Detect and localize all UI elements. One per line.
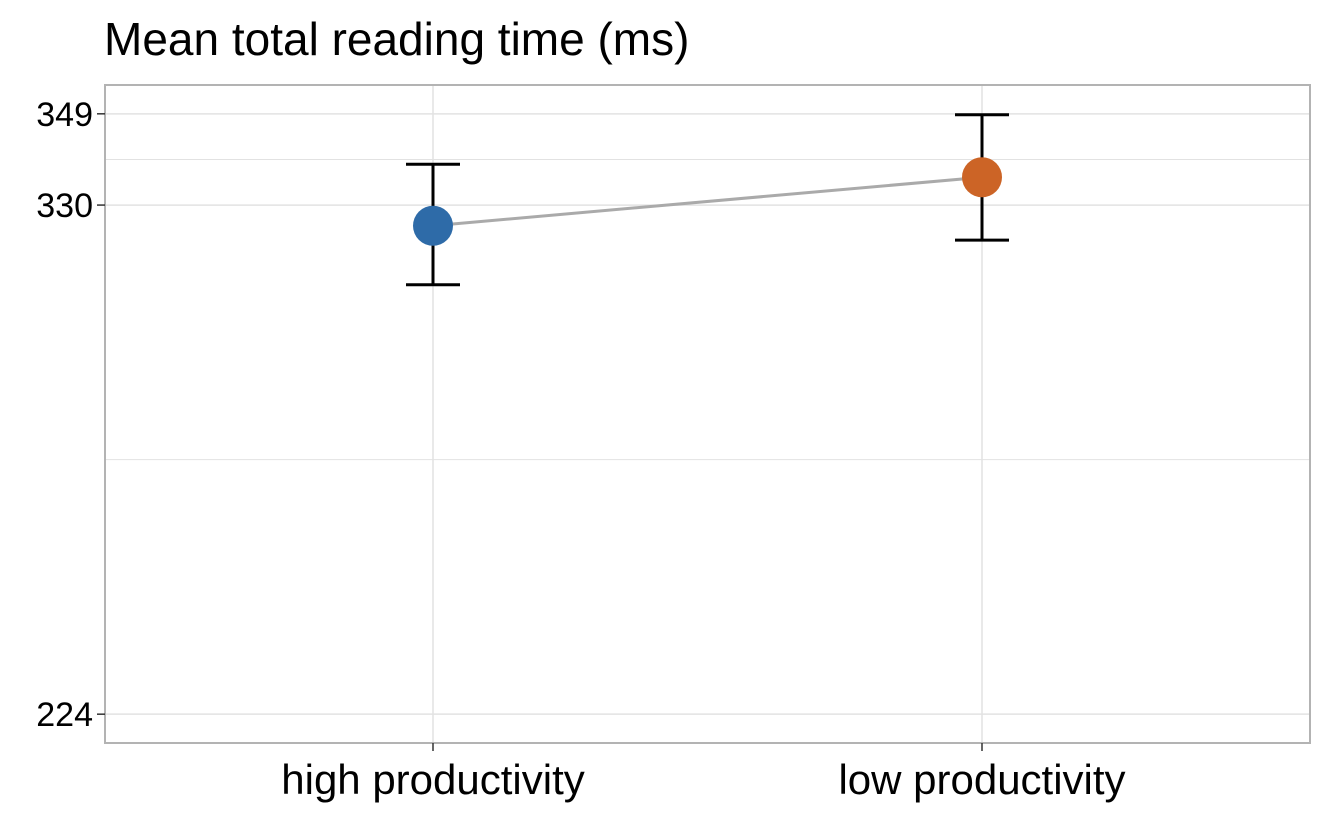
y-tick-label-1: 330	[36, 187, 93, 225]
mean-point-0	[413, 205, 453, 246]
panel-border	[104, 84, 1311, 744]
x-tick-label-1: low productivity	[838, 756, 1125, 803]
chart-title: Mean total reading time (ms)	[104, 13, 690, 65]
y-tick-label-0: 224	[36, 696, 93, 734]
connector-line	[432, 175, 983, 228]
y-tick-label-2: 349	[36, 96, 93, 134]
data-layer	[406, 113, 1009, 287]
mean-point-1	[962, 157, 1002, 198]
axis-ticks: 224 330 349 high productivity low productivi…	[36, 96, 1125, 803]
grid-lines	[105, 85, 1310, 743]
x-tick-label-0: high productivity	[281, 756, 585, 803]
